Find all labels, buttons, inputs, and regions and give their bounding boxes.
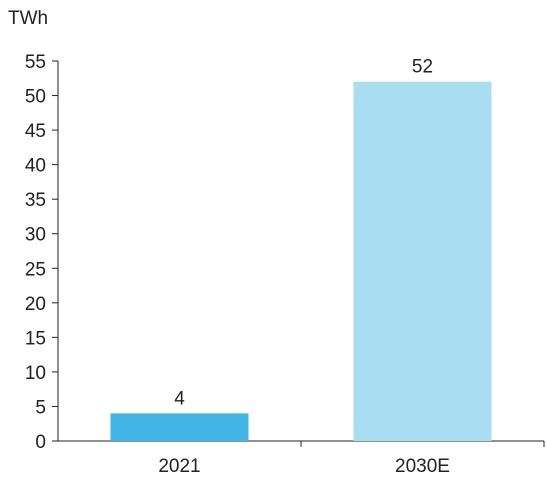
bar-2030e	[353, 81, 492, 442]
y-tick-label: 55	[25, 52, 46, 73]
data-labels: 4 52	[174, 57, 433, 410]
y-tick-label: 5	[35, 397, 46, 418]
y-tick-label: 10	[25, 363, 46, 384]
x-axis	[58, 440, 545, 447]
y-tick-label: 25	[25, 259, 46, 280]
y-tick-label: 35	[25, 190, 46, 211]
y-tick-label: 0	[35, 432, 46, 453]
y-tick-label: 15	[25, 328, 46, 349]
category-label: 2021	[158, 456, 200, 477]
data-label: 52	[412, 57, 433, 78]
category-label: 2030E	[395, 456, 450, 477]
y-axis: 0 5 10 15 20 25 30 35 40 45 50 55	[25, 52, 59, 453]
category-labels: 2021 2030E	[158, 456, 450, 477]
y-tick-label: 40	[25, 156, 46, 177]
y-tick-label: 45	[25, 121, 46, 142]
y-tick-label: 50	[25, 87, 46, 108]
bar-2021	[110, 413, 249, 441]
y-unit-label: TWh	[8, 8, 48, 29]
y-tick-label: 20	[25, 294, 46, 315]
bars	[110, 81, 492, 442]
data-label: 4	[174, 388, 185, 409]
y-tick-label: 30	[25, 225, 46, 246]
